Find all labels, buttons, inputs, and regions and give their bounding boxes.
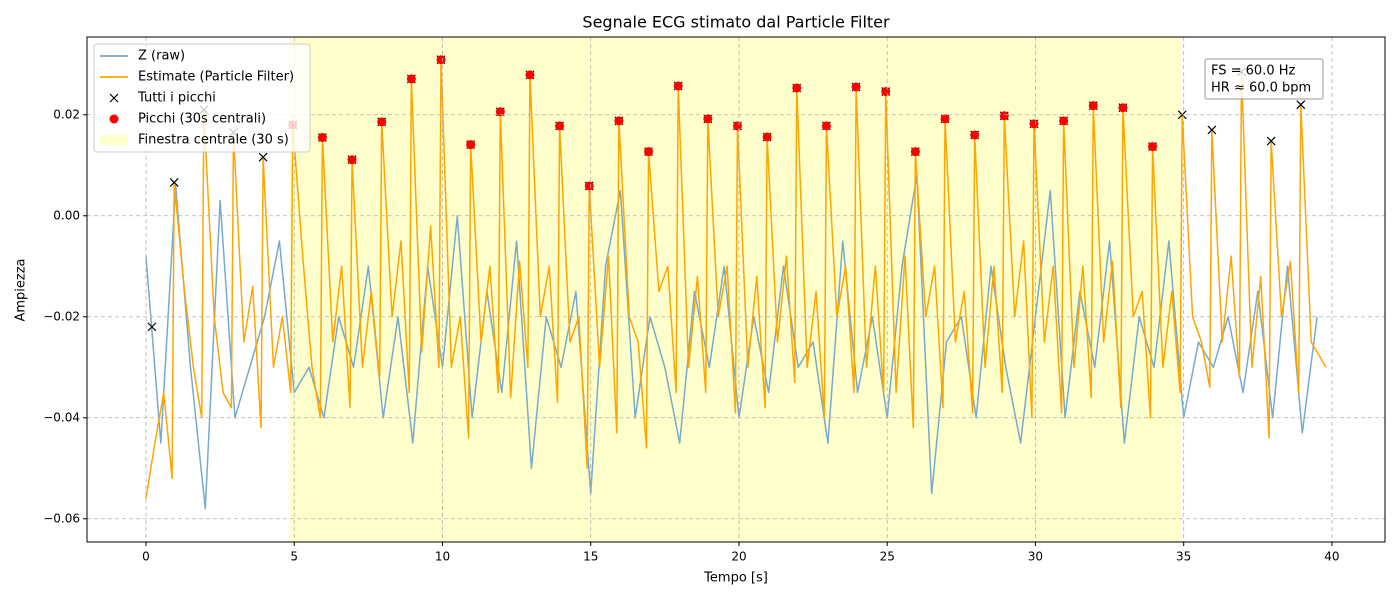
x-tick-label: 20 [731,550,746,564]
peak-marker [1266,136,1276,146]
peak-marker [555,121,565,131]
peak-marker [347,155,357,165]
peak-marker [970,130,980,140]
legend-label: Finestra centrale (30 s) [138,133,289,148]
peak-marker [147,322,157,332]
peak-marker [436,55,446,65]
legend-swatch [100,135,128,145]
peak-marker [258,152,268,162]
peak-marker [1148,142,1158,152]
legend-swatch [109,114,119,124]
x-tick-label: 0 [142,550,150,564]
x-tick-label: 40 [1324,550,1339,564]
peak-marker [1296,100,1306,110]
legend-swatch [109,93,119,103]
peak-marker [525,70,535,80]
x-tick-label: 10 [435,550,450,564]
data-line [145,58,1327,499]
plot-area [145,37,1327,542]
peak-marker [584,181,594,191]
peak-marker [1118,103,1128,113]
peak-marker [406,74,416,84]
highlight-span [289,37,1181,542]
x-tick-label: 35 [1176,550,1191,564]
legend-label: Picchi (30s centrali) [138,112,266,127]
legend-label: Z (raw) [138,49,185,64]
chart-title: Segnale ECG stimato dal Particle Filter [582,13,890,32]
annotation-box [1204,58,1324,100]
peak-marker [881,87,891,97]
y-tick-label: 0.00 [53,208,80,222]
peak-marker [1029,119,1039,129]
peak-marker [821,121,831,131]
legend-label: Tutti i picchi [137,91,216,106]
peak-marker [910,147,920,157]
y-tick-label: 0.02 [53,107,80,121]
legend-label: Estimate (Particle Filter) [138,70,294,85]
legend-box [93,43,311,153]
peak-marker [762,132,772,142]
x-axis-label: Tempo [s] [703,571,768,586]
y-axis-label: Ampiezza [14,258,29,321]
plot-frame [86,36,1386,543]
x-tick-label: 5 [290,550,298,564]
peak-marker [999,111,1009,121]
peak-marker [614,116,624,126]
peak-marker [703,114,713,124]
x-tick-label: 25 [880,550,895,564]
peak-marker [644,147,654,157]
y-tick-label: −0.02 [43,309,80,323]
peak-marker [169,178,179,187]
peak-marker [317,132,327,142]
peak-marker [673,81,683,91]
y-tick-label: −0.06 [43,511,80,525]
x-tick-label: 15 [583,550,598,564]
peak-marker [732,121,742,131]
peak-marker [1207,125,1217,135]
peak-marker [851,82,861,92]
annotation-text: HR ≈ 60.0 bpm [1211,81,1311,96]
y-tick-label: −0.04 [43,410,80,424]
peak-marker [495,107,505,117]
peak-marker [466,140,476,150]
peak-marker [1059,116,1069,126]
annotation-text: FS = 60.0 Hz [1211,64,1296,79]
peak-marker [377,117,387,127]
peak-marker [940,114,950,124]
peak-marker [1088,101,1098,111]
x-tick-label: 30 [1028,550,1043,564]
peak-marker [792,83,802,93]
